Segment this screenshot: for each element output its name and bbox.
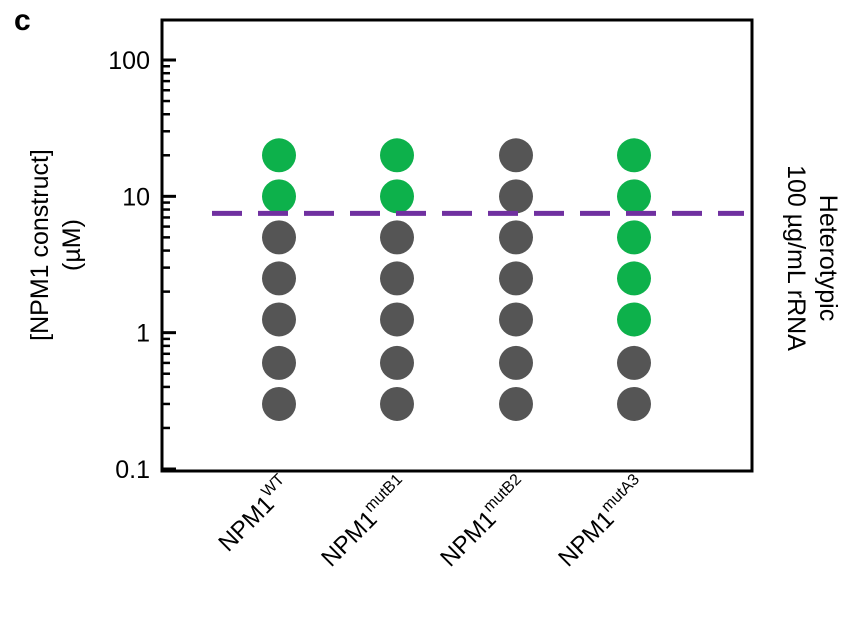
data-point-phase-separated <box>262 179 296 214</box>
x-category-label: NPM1mutB1 <box>314 471 415 572</box>
y-tick-label: 1 <box>136 320 150 348</box>
data-point-mixed <box>499 261 533 296</box>
x-category-label: NPM1WT <box>211 471 297 557</box>
data-point-mixed <box>380 345 414 380</box>
data-point-mixed <box>499 179 533 214</box>
data-point-phase-separated <box>380 138 414 173</box>
data-point-phase-separated <box>617 138 651 173</box>
data-point-phase-separated <box>617 179 651 214</box>
y-tick-label: 0.1 <box>115 456 150 484</box>
plot-frame <box>160 18 754 473</box>
x-category-label: NPM1mutB2 <box>433 471 534 572</box>
data-point-mixed <box>380 261 414 296</box>
right-axis-title: Heterotypic100 µg/mL rRNA <box>782 165 842 351</box>
data-point-mixed <box>499 386 533 421</box>
data-point-mixed <box>499 220 533 255</box>
data-point-mixed <box>499 138 533 173</box>
data-point-mixed <box>617 345 651 380</box>
data-point-mixed <box>499 302 533 337</box>
y-axis-label: [NPM1 construct] (µM) <box>26 149 86 341</box>
data-point-mixed <box>380 220 414 255</box>
x-category-label: NPM1mutA3 <box>551 471 652 572</box>
y-tick-label: 100 <box>108 47 150 75</box>
panel-label: c <box>14 4 31 37</box>
data-point-mixed <box>499 345 533 380</box>
data-point-phase-separated <box>617 220 651 255</box>
y-tick-label: 10 <box>122 183 150 211</box>
data-point-mixed <box>262 302 296 337</box>
data-point-mixed <box>380 302 414 337</box>
data-point-mixed <box>617 386 651 421</box>
data-point-phase-separated <box>262 138 296 173</box>
data-point-phase-separated <box>380 179 414 214</box>
right-axis-label: Heterotypic100 µg/mL rRNA <box>782 165 842 351</box>
data-point-mixed <box>262 386 296 421</box>
y-axis-title: [NPM1 construct] (µM) <box>26 149 86 341</box>
data-point-mixed <box>262 220 296 255</box>
y-axis: 0.1 1 10 100 <box>108 47 176 484</box>
data-point-mixed <box>262 261 296 296</box>
plot-area <box>160 18 754 473</box>
data-point-mixed <box>262 345 296 380</box>
data-point-phase-separated <box>617 261 651 296</box>
data-point-mixed <box>380 386 414 421</box>
data-point-phase-separated <box>617 302 651 337</box>
